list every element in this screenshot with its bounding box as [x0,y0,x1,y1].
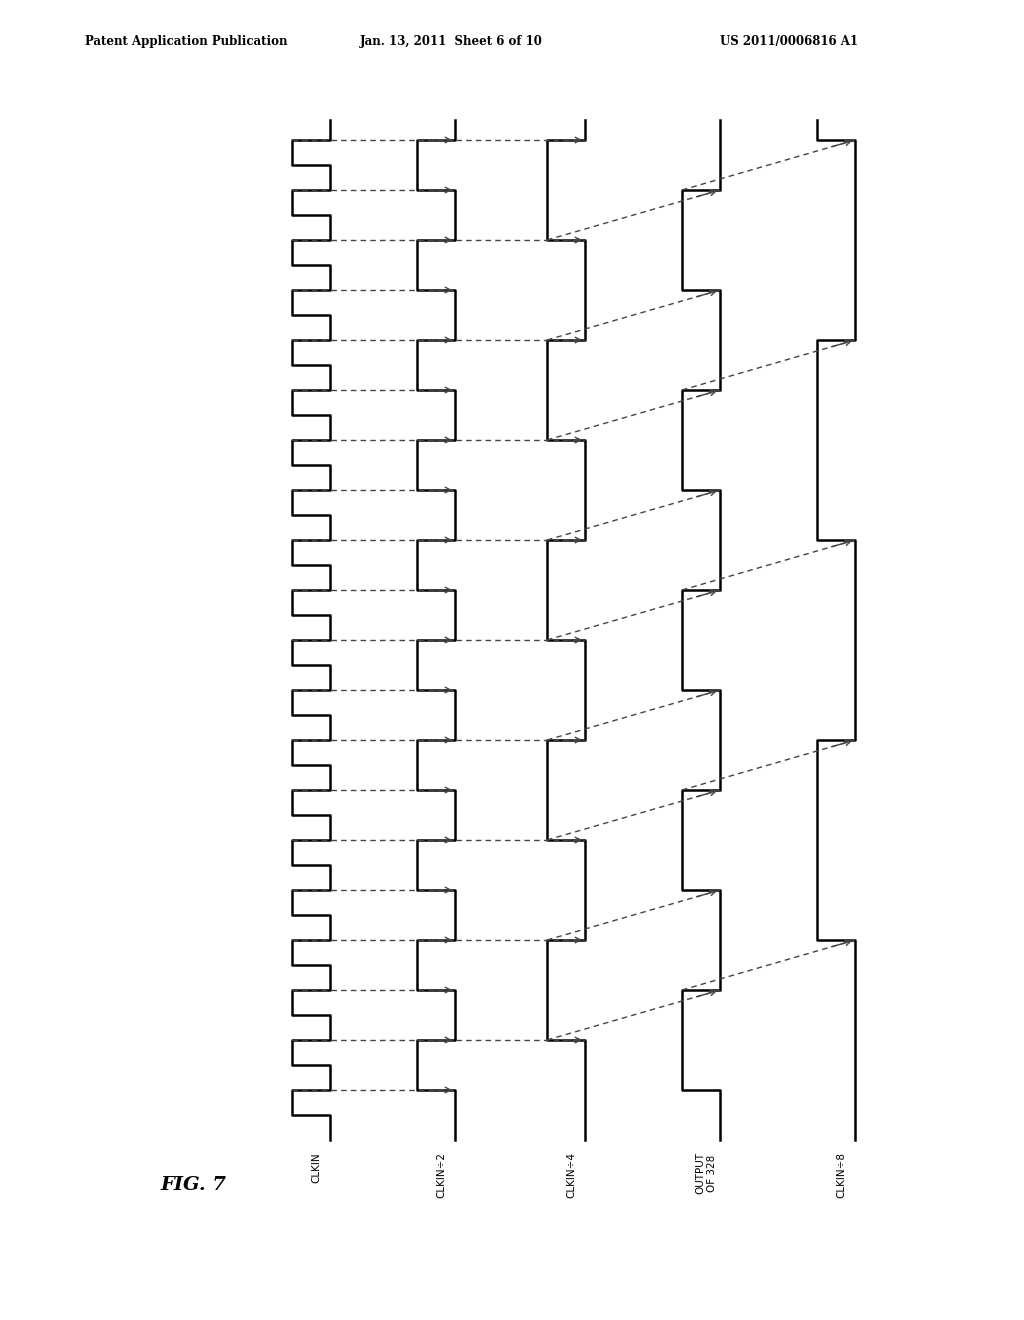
Text: US 2011/0006816 A1: US 2011/0006816 A1 [720,36,858,48]
Text: CLKIN÷8: CLKIN÷8 [836,1152,846,1199]
Text: CLKIN÷4: CLKIN÷4 [566,1152,575,1199]
Text: Patent Application Publication: Patent Application Publication [85,36,288,48]
Text: OUTPUT
OF 328: OUTPUT OF 328 [695,1152,717,1195]
Text: CLKIN÷2: CLKIN÷2 [436,1152,446,1199]
Text: Jan. 13, 2011  Sheet 6 of 10: Jan. 13, 2011 Sheet 6 of 10 [360,36,543,48]
Text: FIG. 7: FIG. 7 [160,1176,226,1195]
Text: CLKIN: CLKIN [311,1152,321,1183]
